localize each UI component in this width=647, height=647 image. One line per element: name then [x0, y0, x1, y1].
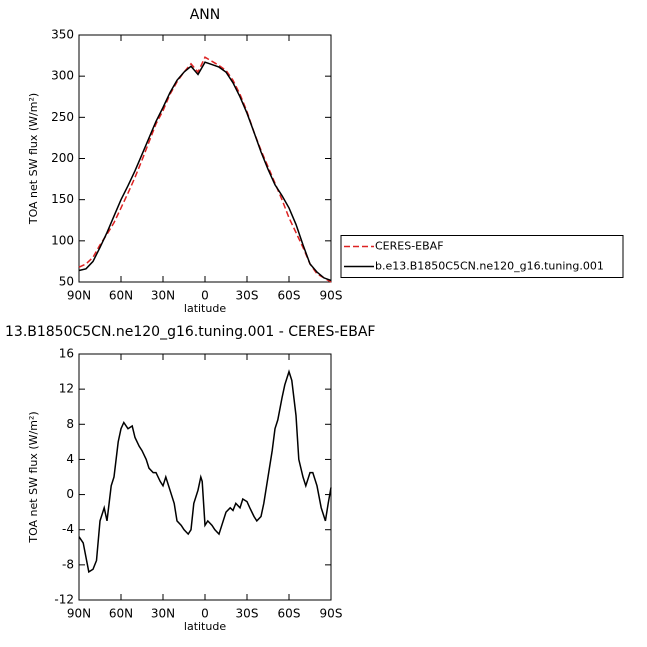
y-tick-label: -12 — [54, 593, 74, 607]
x-tick-label: 30S — [236, 289, 259, 303]
chart-title: 13.B1850C5CN.ne120_g16.tuning.001 - CERE… — [5, 324, 375, 340]
y-tick-label: 150 — [51, 192, 74, 206]
x-tick-label: 90S — [320, 607, 343, 621]
y-tick-label: 16 — [59, 347, 74, 361]
y-tick-label: 8 — [66, 417, 74, 431]
x-tick-label: 60N — [109, 607, 133, 621]
legend-label: CERES-EBAF — [375, 240, 444, 253]
y-tick-label: -4 — [62, 522, 74, 536]
x-tick-label: 30N — [151, 289, 175, 303]
y-tick-label: 300 — [51, 69, 74, 83]
legend-label: b.e13.B1850C5CN.ne120_g16.tuning.001 — [375, 260, 604, 273]
x-tick-label: 0 — [201, 607, 209, 621]
x-tick-label: 90S — [320, 289, 343, 303]
x-tick-label: 90N — [67, 289, 91, 303]
data-line — [78, 61, 332, 282]
data-line — [78, 369, 332, 574]
plot-frame — [78, 34, 332, 283]
y-axis-label: TOA net SW flux (W/m²) — [27, 93, 40, 225]
y-tick-label: 12 — [59, 382, 74, 396]
y-tick-label: 0 — [66, 487, 74, 501]
y-axis-label: TOA net SW flux (W/m²) — [27, 411, 40, 543]
x-tick-label: 90N — [67, 607, 91, 621]
y-tick-label: -8 — [62, 557, 74, 571]
x-tick-label: 30N — [151, 607, 175, 621]
y-tick-label: 100 — [51, 233, 74, 247]
y-tick-label: 50 — [59, 275, 74, 289]
x-tick-label: 60S — [278, 607, 301, 621]
x-tick-label: 0 — [201, 289, 209, 303]
y-tick-label: 350 — [51, 28, 74, 42]
x-axis-label: latitude — [184, 620, 226, 633]
x-tick-label: 60N — [109, 289, 133, 303]
x-tick-label: 30S — [236, 607, 259, 621]
y-tick-label: 200 — [51, 151, 74, 165]
legend-frame — [340, 235, 624, 278]
x-tick-label: 60S — [278, 289, 301, 303]
chart-title: ANN — [190, 7, 221, 23]
y-tick-label: 250 — [51, 110, 74, 124]
x-axis-label: latitude — [184, 302, 226, 315]
data-line — [78, 56, 332, 283]
y-tick-label: 4 — [66, 452, 74, 466]
